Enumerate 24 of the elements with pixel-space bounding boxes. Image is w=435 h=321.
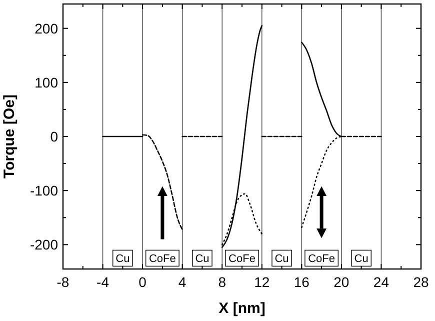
- annotation: Cu: [195, 253, 210, 266]
- x-tick-label: 28: [413, 274, 429, 290]
- x-axis-title: X [nm]: [218, 300, 266, 317]
- annotation: Cu: [274, 253, 289, 266]
- x-tick-label: 24: [373, 274, 390, 290]
- annotation: CoFe: [228, 253, 256, 266]
- x-tick-label: 20: [334, 274, 350, 290]
- annotation: Cu: [354, 253, 368, 266]
- annotation: CoFe: [148, 253, 176, 266]
- y-tick-label: 200: [34, 20, 58, 36]
- x-tick-label: 12: [254, 274, 270, 290]
- x-tick-label: 16: [294, 274, 310, 290]
- annotation: CoFe: [308, 253, 336, 266]
- y-axis-title: Torque [Oe]: [1, 94, 18, 178]
- y-tick-label: -200: [30, 236, 58, 253]
- x-tick-label: -8: [56, 274, 70, 290]
- x-tick-label: 0: [138, 274, 147, 290]
- x-tick-label: -4: [96, 274, 110, 290]
- y-tick-label: 0: [50, 128, 58, 144]
- x-tick-label: 4: [178, 274, 186, 290]
- annotation: Cu: [116, 253, 130, 266]
- x-tick-label: 8: [218, 274, 226, 290]
- y-tick-label: 100: [34, 74, 58, 90]
- y-tick-label: -100: [30, 182, 58, 199]
